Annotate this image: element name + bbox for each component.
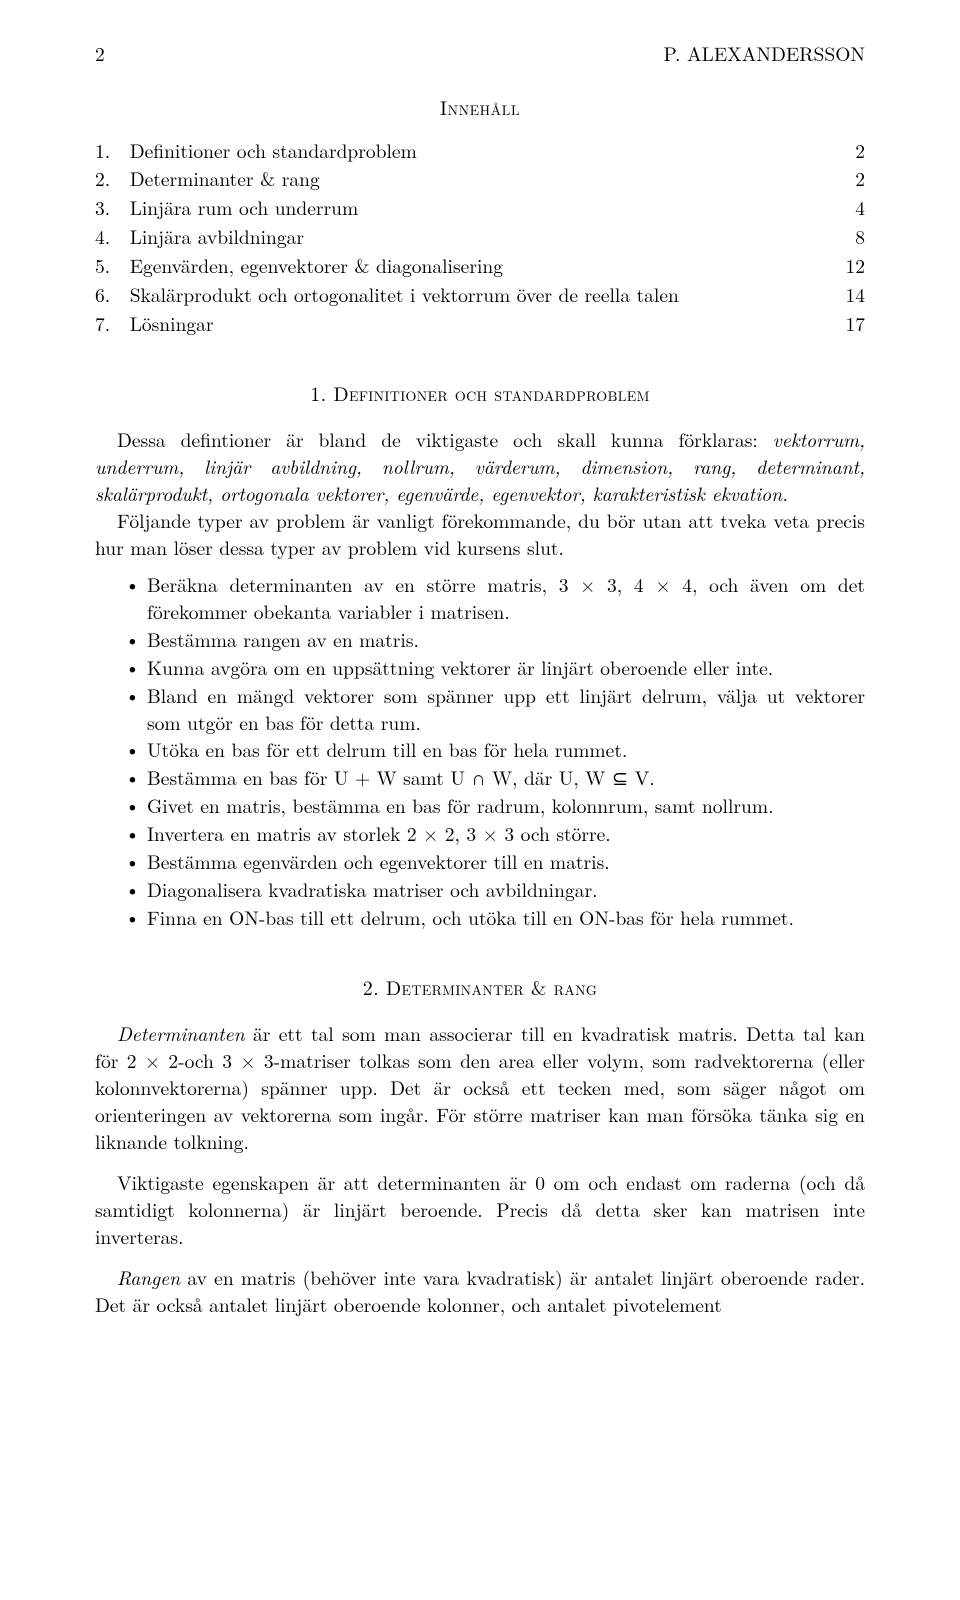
toc-item-page: 8	[835, 223, 865, 250]
list-item: Kunna avgöra om en uppsättning vektorer …	[95, 654, 865, 681]
page-header: 2 P. ALEXANDERSSON	[95, 40, 865, 67]
section-1-bullet-list: Beräkna determinanten av en större matri…	[95, 571, 865, 931]
toc-item-label: 6. Skalärprodukt och ortogonalitet i vek…	[95, 281, 835, 308]
list-item: Bland en mängd vektorer som spänner upp …	[95, 682, 865, 736]
author-name: P. ALEXANDERSSON	[663, 40, 865, 67]
toc-item-page: 2	[835, 165, 865, 192]
section-1-para-2: Följande typer av problem är vanligt för…	[95, 507, 865, 561]
toc-item-page: 12	[835, 252, 865, 279]
toc-row: 1. Definitioner och standardproblem 2	[95, 137, 865, 164]
toc-item-label: 3. Linjära rum och underrum	[95, 194, 835, 221]
section-2-para-1: Determinanten är ett tal som man associe…	[95, 1020, 865, 1155]
page-number: 2	[95, 40, 105, 67]
toc-item-label: 2. Determinanter & rang	[95, 165, 835, 192]
toc-row: 7. Lösningar 17	[95, 310, 865, 337]
toc-item-page: 2	[835, 137, 865, 164]
list-item: Utöka en bas för ett delrum till en bas …	[95, 736, 865, 763]
toc-item-label: 4. Linjära avbildningar	[95, 223, 835, 250]
toc-row: 5. Egenvärden, egenvektorer & diagonalis…	[95, 252, 865, 279]
page-container: 2 P. ALEXANDERSSON Innehåll 1. Definitio…	[0, 0, 960, 1600]
section-2-para-3: Rangen av en matris (behöver inte vara k…	[95, 1264, 865, 1318]
toc-title: Innehåll	[95, 93, 865, 121]
toc-row: 4. Linjära avbildningar 8	[95, 223, 865, 250]
list-item: Diagonalisera kvadratiska matriser och a…	[95, 876, 865, 903]
toc-item-page: 4	[835, 194, 865, 221]
toc-item-label: 7. Lösningar	[95, 310, 835, 337]
section-1-para-1: Dessa defintioner är bland de viktigaste…	[95, 426, 865, 507]
list-item: Beräkna determinanten av en större matri…	[95, 571, 865, 625]
toc-item-page: 17	[835, 310, 865, 337]
list-item: Invertera en matris av storlek 2 × 2, 3 …	[95, 820, 865, 847]
toc-item-label: 1. Definitioner och standardproblem	[95, 137, 835, 164]
toc-row: 6. Skalärprodukt och ortogonalitet i vek…	[95, 281, 865, 308]
list-item: Bestämma egenvärden och egenvektorer til…	[95, 848, 865, 875]
table-of-contents: 1. Definitioner och standardproblem 2 2.…	[95, 137, 865, 337]
toc-item-page: 14	[835, 281, 865, 308]
toc-row: 3. Linjära rum och underrum 4	[95, 194, 865, 221]
list-item: Bestämma en bas för U + W samt U ∩ W, dä…	[95, 764, 865, 791]
section-2-para-2: Viktigaste egenskapen är att determinant…	[95, 1169, 865, 1250]
section-1-heading: 1. Definitioner och standardproblem	[95, 379, 865, 407]
section-2-heading: 2. Determinanter & rang	[95, 973, 865, 1001]
list-item: Finna en ON-bas till ett delrum, och utö…	[95, 904, 865, 931]
list-item: Givet en matris, bestämma en bas för rad…	[95, 792, 865, 819]
toc-row: 2. Determinanter & rang 2	[95, 165, 865, 192]
toc-item-label: 5. Egenvärden, egenvektorer & diagonalis…	[95, 252, 835, 279]
list-item: Bestämma rangen av en matris.	[95, 626, 865, 653]
